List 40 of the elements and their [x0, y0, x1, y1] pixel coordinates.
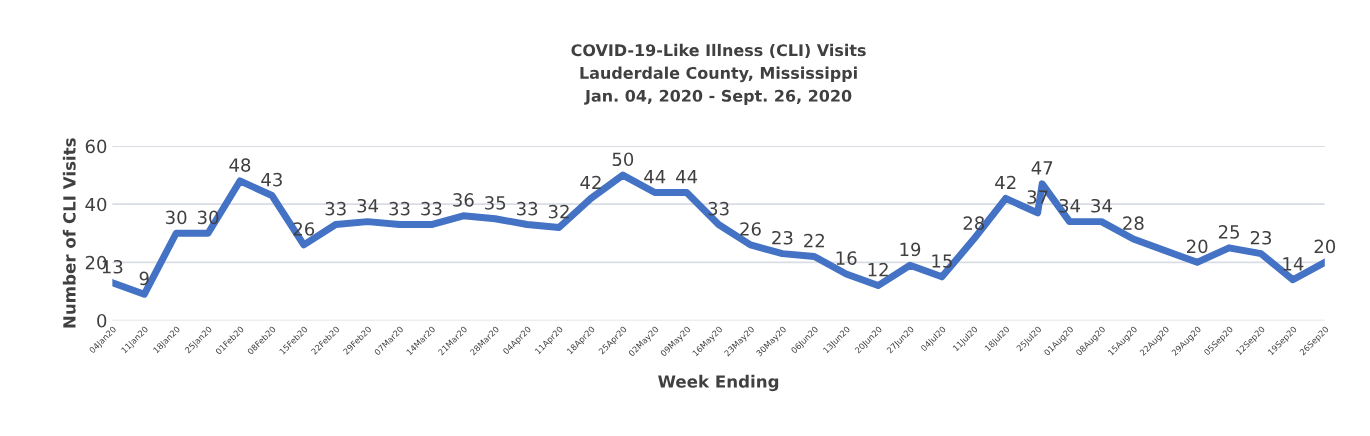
- y-axis-title: Number of CLI Visits: [62, 138, 76, 328]
- data-label: 34: [357, 198, 379, 213]
- data-label: 42: [995, 175, 1016, 190]
- data-label: 44: [676, 170, 698, 184]
- data-label: 33: [708, 201, 729, 216]
- data-label: 33: [389, 201, 410, 216]
- x-axis-title: Week Ending: [658, 374, 779, 392]
- data-label: 33: [325, 201, 346, 216]
- data-label: 23: [1250, 230, 1272, 245]
- data-label: 20: [1187, 239, 1208, 254]
- data-label: 28: [1123, 216, 1144, 231]
- data-label: 28: [963, 216, 985, 231]
- data-label: 44: [644, 170, 666, 184]
- y-tick-label: 0: [97, 313, 107, 328]
- data-label: 23: [772, 230, 793, 245]
- data-label: 26: [740, 222, 761, 236]
- data-label: 15: [932, 254, 952, 268]
- data-label: 33: [421, 201, 442, 216]
- data-label: 33: [517, 201, 538, 216]
- data-label: 34: [1091, 198, 1112, 213]
- data-label: 19: [900, 242, 921, 257]
- data-label: 20: [1314, 239, 1336, 254]
- data-label: 47: [1031, 161, 1053, 175]
- data-label: 22: [804, 233, 824, 248]
- data-label: 36: [453, 193, 474, 207]
- data-label: 35: [485, 196, 506, 210]
- data-label: 32: [548, 204, 569, 219]
- data-label: 42: [580, 175, 601, 190]
- chart-title: COVID-19-Like Illness (CLI) Visits Lauderdale County, Mississippi Jan. 04, 2020 - Sept. 26, 2020: [571, 43, 866, 105]
- data-label: 9: [139, 271, 149, 286]
- data-label: 16: [836, 251, 857, 265]
- data-label: 30: [166, 210, 187, 225]
- data-label: 43: [261, 172, 282, 187]
- y-tick-label: 40: [85, 197, 107, 212]
- data-label: 50: [612, 152, 634, 167]
- data-label: 12: [868, 262, 888, 277]
- data-label: 14: [1283, 257, 1304, 271]
- y-tick-label: 60: [85, 139, 107, 154]
- data-label: 48: [229, 158, 251, 172]
- data-label: 25: [1218, 225, 1239, 239]
